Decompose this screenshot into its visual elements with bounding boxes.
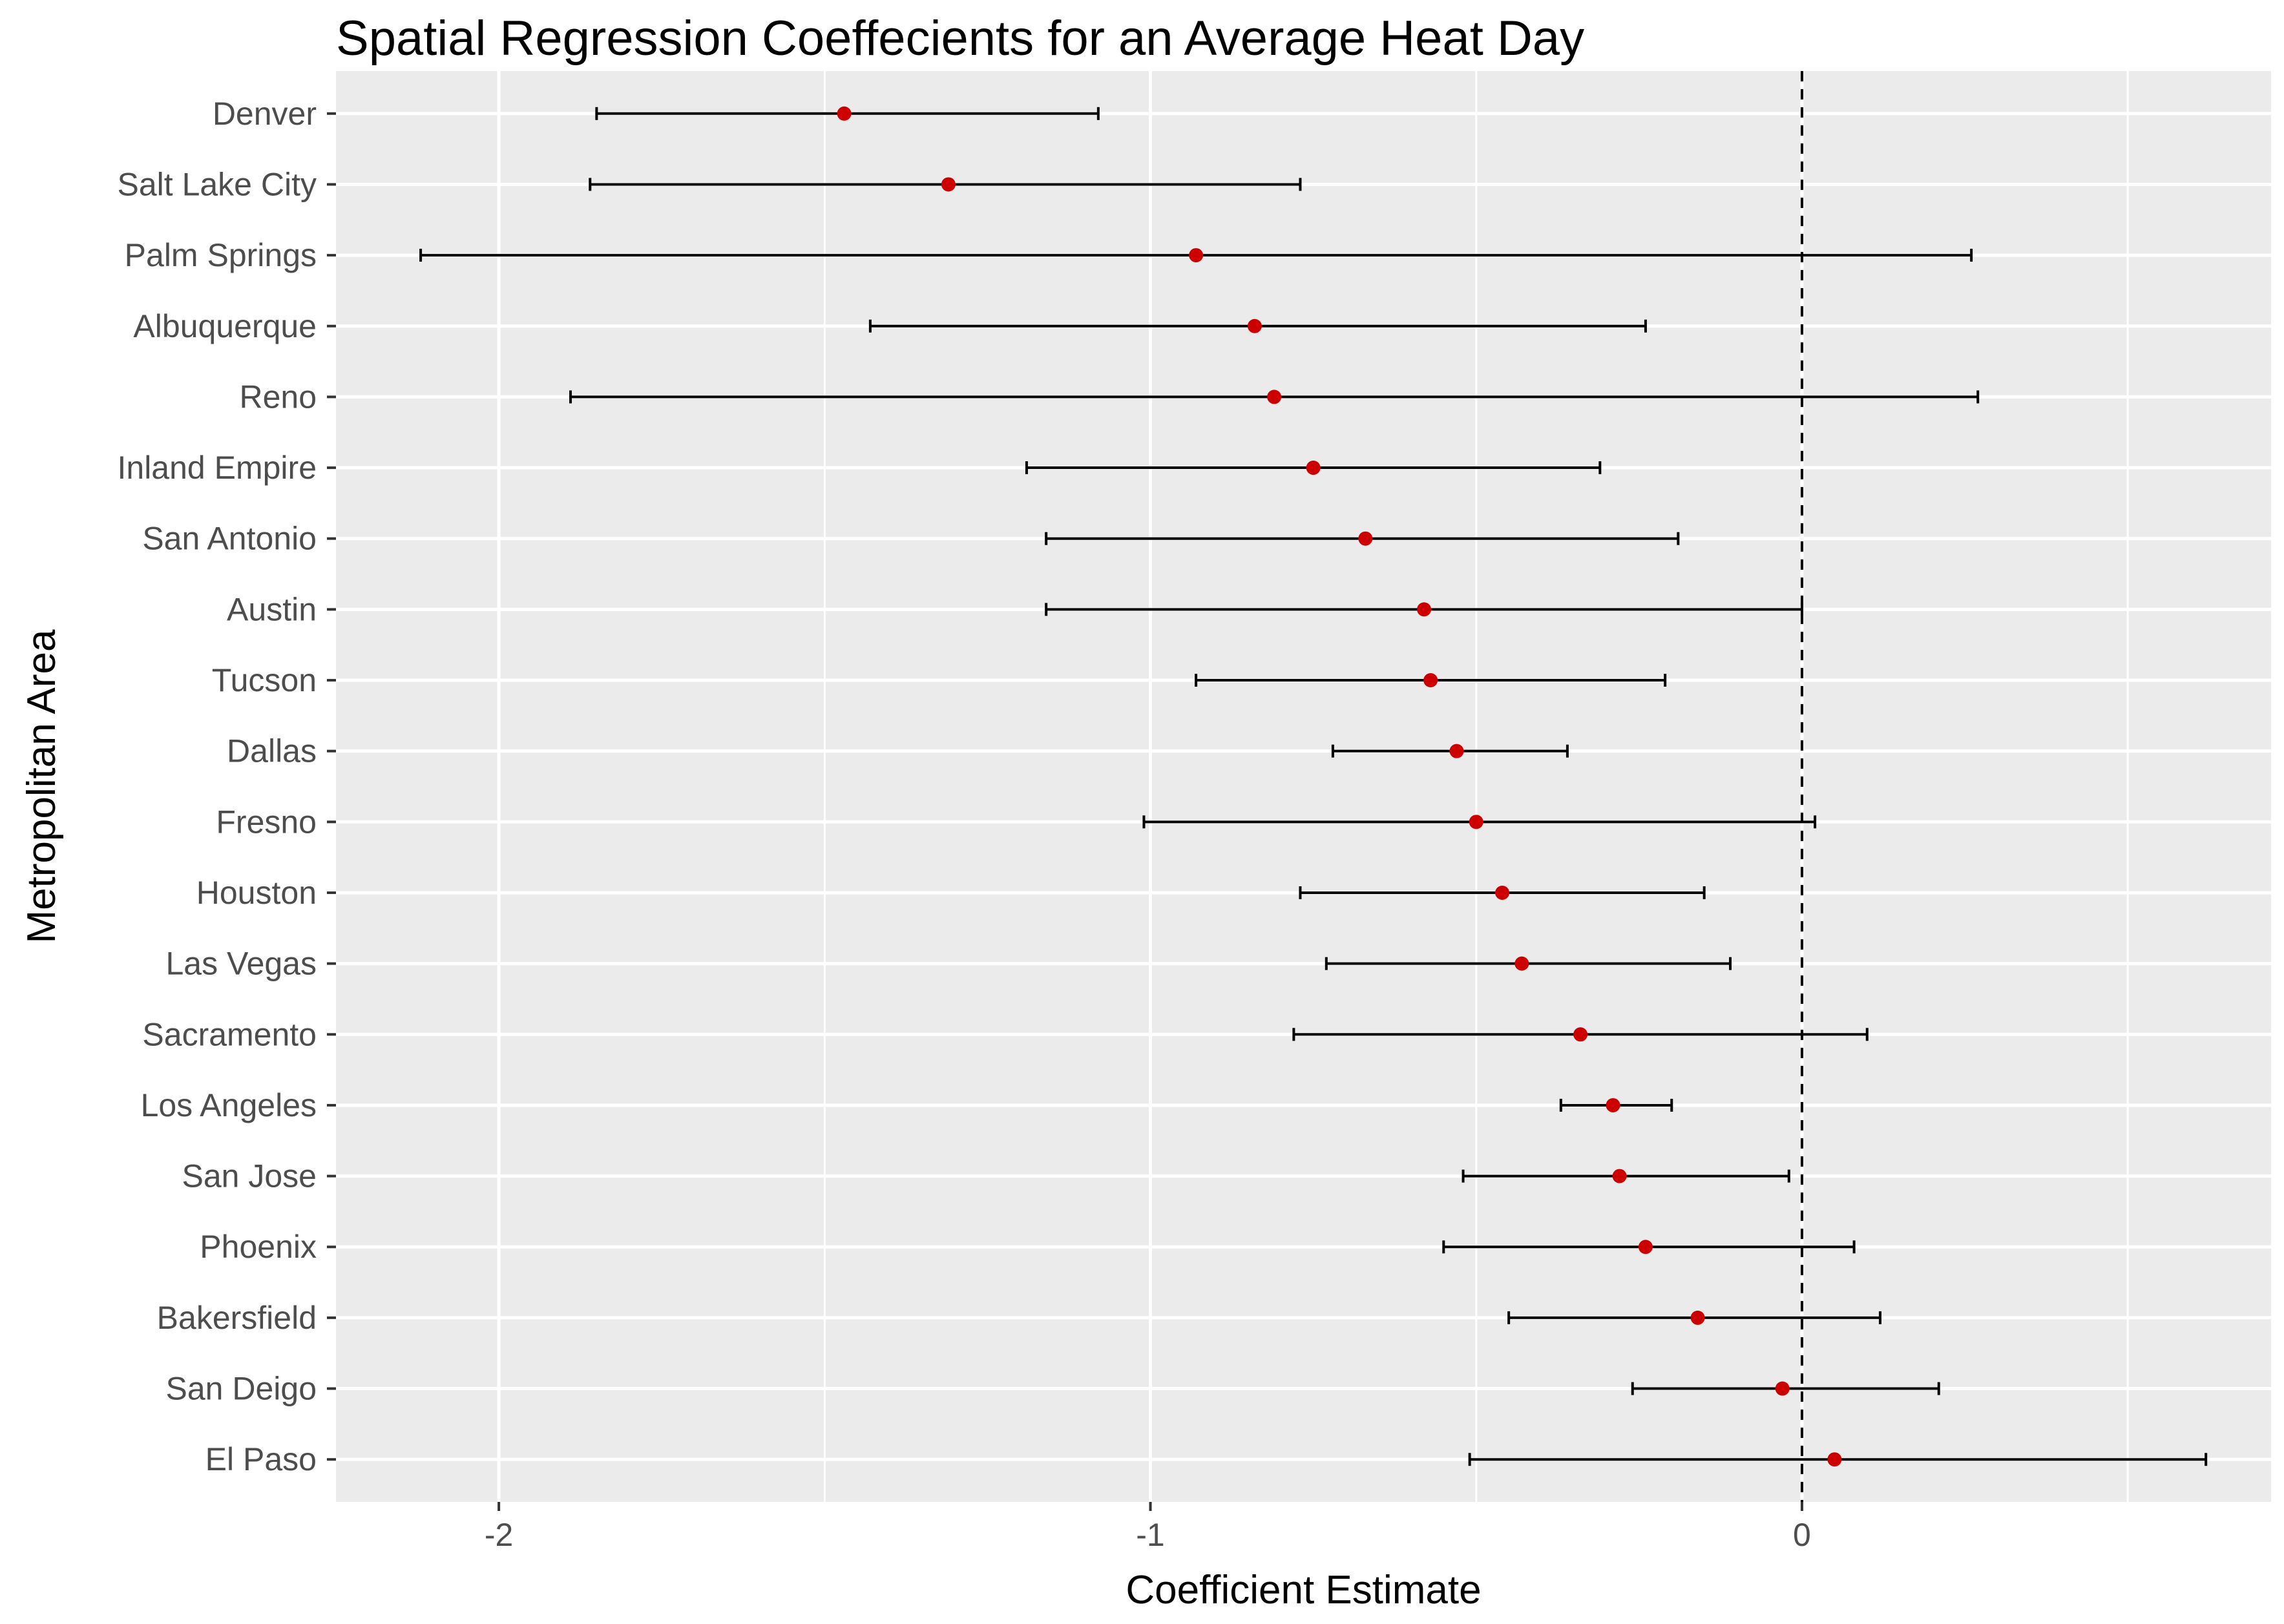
estimate-point <box>1638 1240 1653 1254</box>
y-axis-title: Metropolitan Area <box>19 629 64 943</box>
estimate-point <box>837 106 852 121</box>
y-tick-label: Reno <box>239 379 317 415</box>
estimate-point <box>1827 1452 1842 1467</box>
y-tick-label: Denver <box>213 96 317 132</box>
y-tick-label: Las Vegas <box>165 946 317 982</box>
estimate-point <box>1495 885 1510 900</box>
y-axis-ticks: Denver Salt Lake City Palm Springs Albuquer… <box>118 96 336 1477</box>
x-axis-ticks: -2 -1 0 <box>485 1502 1811 1553</box>
estimate-point <box>1612 1169 1627 1183</box>
y-tick-label: Los Angeles <box>141 1087 317 1123</box>
y-tick-label: Austin <box>227 591 317 627</box>
y-tick-label: Salt Lake City <box>118 166 317 202</box>
chart-title: Spatial Regression Coeffecients for an A… <box>336 11 1584 66</box>
estimate-point <box>1267 390 1282 404</box>
x-tick-label: -2 <box>485 1517 513 1553</box>
y-tick-label: Fresno <box>216 804 317 840</box>
y-tick-label: San Antonio <box>142 521 317 557</box>
y-tick-label: Inland Empire <box>118 450 317 486</box>
estimate-point <box>1775 1381 1790 1396</box>
x-axis-title: Coefficient Estimate <box>1126 1568 1481 1612</box>
estimate-point <box>1423 673 1438 688</box>
estimate-point <box>1514 956 1529 971</box>
estimate-point <box>1606 1098 1620 1112</box>
estimate-point <box>1449 744 1464 758</box>
y-tick-label: Dallas <box>227 733 317 769</box>
y-tick-label: Houston <box>196 875 317 911</box>
estimate-point <box>1358 531 1373 546</box>
plot-panel <box>336 71 2271 1502</box>
estimate-points <box>837 106 1842 1467</box>
estimate-point <box>1417 602 1432 617</box>
y-tick-label: Bakersfield <box>157 1300 317 1336</box>
x-tick-label: 0 <box>1793 1517 1811 1553</box>
estimate-point <box>1469 815 1483 829</box>
estimate-point <box>1690 1310 1705 1325</box>
y-tick-label: El Paso <box>205 1441 317 1477</box>
y-tick-label: Sacramento <box>142 1016 317 1052</box>
y-tick-label: Albuquerque <box>133 308 317 344</box>
estimate-point <box>1247 318 1262 333</box>
x-tick-label: -1 <box>1136 1517 1164 1553</box>
y-tick-label: San Jose <box>182 1158 317 1194</box>
estimate-point <box>1573 1027 1588 1042</box>
estimate-point <box>1306 461 1321 475</box>
y-tick-label: Phoenix <box>200 1229 317 1265</box>
estimate-point <box>1189 248 1204 263</box>
y-tick-label: Tucson <box>212 662 317 698</box>
y-tick-label: Palm Springs <box>125 237 317 273</box>
y-tick-label: San Deigo <box>166 1371 317 1407</box>
estimate-point <box>941 177 956 192</box>
